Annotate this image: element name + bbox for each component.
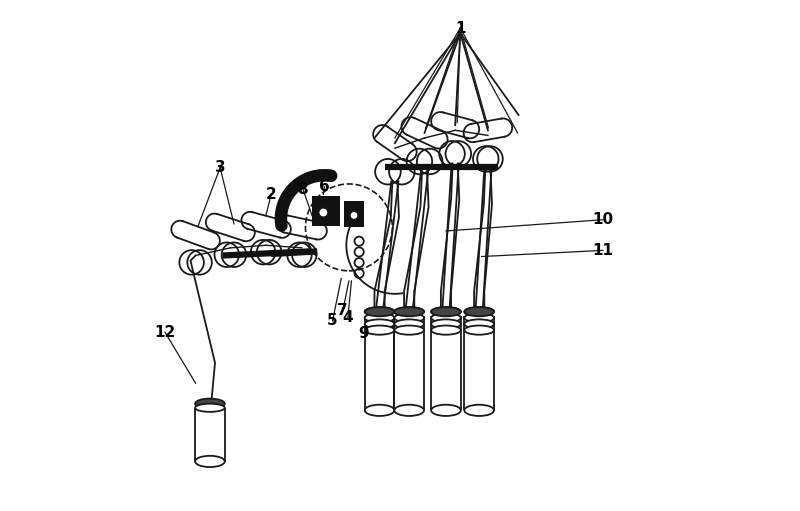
Ellipse shape (195, 456, 225, 467)
Text: 3: 3 (215, 160, 226, 175)
Ellipse shape (394, 307, 424, 316)
Text: 2: 2 (266, 187, 277, 202)
Ellipse shape (195, 399, 225, 409)
Ellipse shape (464, 307, 494, 316)
Circle shape (350, 212, 358, 220)
Text: 12: 12 (154, 324, 175, 340)
Ellipse shape (394, 307, 424, 316)
Text: 6: 6 (319, 179, 330, 194)
Ellipse shape (464, 326, 494, 335)
Ellipse shape (431, 307, 461, 316)
Ellipse shape (394, 313, 424, 322)
Ellipse shape (431, 326, 461, 335)
Ellipse shape (464, 307, 494, 316)
Ellipse shape (365, 307, 394, 316)
Text: 11: 11 (592, 243, 614, 258)
Text: 1: 1 (455, 20, 466, 36)
Ellipse shape (431, 319, 461, 329)
Ellipse shape (464, 405, 494, 416)
Ellipse shape (365, 313, 394, 322)
Ellipse shape (431, 307, 461, 316)
Ellipse shape (431, 405, 461, 416)
FancyBboxPatch shape (312, 196, 340, 226)
Ellipse shape (394, 405, 424, 416)
Text: 5: 5 (327, 313, 338, 329)
Text: 8: 8 (298, 181, 308, 197)
Ellipse shape (365, 319, 394, 329)
Ellipse shape (365, 326, 394, 335)
Ellipse shape (464, 319, 494, 329)
Circle shape (318, 208, 328, 217)
Text: 10: 10 (592, 212, 614, 227)
FancyBboxPatch shape (344, 201, 364, 227)
Text: 9: 9 (358, 326, 369, 341)
Ellipse shape (365, 405, 394, 416)
Ellipse shape (394, 326, 424, 335)
Ellipse shape (195, 404, 225, 412)
Ellipse shape (365, 307, 394, 316)
Text: 4: 4 (342, 310, 353, 326)
Ellipse shape (394, 319, 424, 329)
Ellipse shape (431, 313, 461, 322)
Text: 7: 7 (338, 303, 348, 318)
Ellipse shape (464, 313, 494, 322)
